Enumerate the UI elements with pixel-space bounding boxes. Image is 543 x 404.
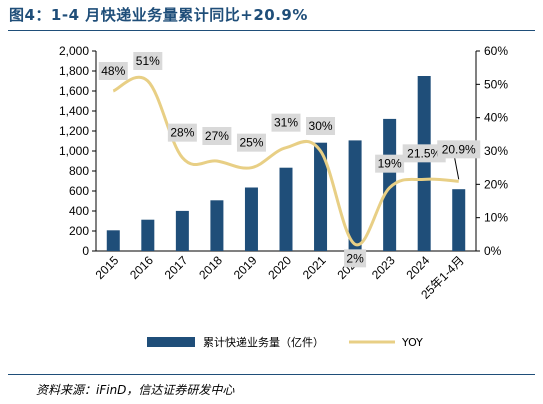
right-axis-tick-label: 50% — [484, 77, 508, 91]
x-axis-tick-label: 2015 — [93, 253, 122, 282]
bar — [175, 210, 189, 251]
left-axis-tick-label: 2,000 — [59, 44, 89, 58]
title-rule — [8, 30, 535, 31]
bar — [314, 142, 328, 251]
yoy-data-label: 21.5% — [407, 146, 441, 160]
left-axis-tick-label: 1,400 — [59, 104, 89, 118]
bar — [348, 140, 362, 251]
left-axis-tick-label: 600 — [69, 184, 89, 198]
yoy-label-box — [133, 52, 163, 70]
source-rule — [8, 374, 535, 375]
legend-line-label: YOY — [401, 336, 423, 349]
source-note: 资料来源：iFinD，信达证券研发中心 — [36, 383, 235, 397]
bar — [417, 76, 431, 251]
yoy-data-label: 19% — [378, 157, 402, 171]
yoy-label-box — [375, 154, 405, 173]
bar — [279, 167, 293, 251]
legend-bar-swatch — [147, 337, 195, 347]
left-axis-tick-label: 800 — [69, 164, 89, 178]
bar — [452, 189, 466, 251]
right-axis-tick-label: 20% — [484, 177, 508, 191]
yoy-data-label: 48% — [101, 64, 125, 78]
left-axis-tick-label: 0 — [82, 244, 89, 258]
x-axis-tick-label: 2024 — [404, 253, 433, 282]
yoy-label-box — [437, 140, 481, 159]
yoy-data-label: 30% — [309, 119, 333, 133]
bar — [383, 118, 397, 252]
left-axis-tick-label: 1,200 — [59, 124, 89, 138]
left-axis-tick-label: 1,600 — [59, 84, 89, 98]
x-axis-tick-label: 2018 — [196, 253, 225, 282]
right-axis-tick-label: 60% — [484, 44, 508, 58]
right-axis-tick-label: 30% — [484, 144, 508, 158]
yoy-label-box — [271, 113, 301, 132]
chart-title: 图4：1-4 月快递业务量累计同比+20.9% — [9, 6, 308, 24]
yoy-data-label: 20.9% — [442, 142, 476, 156]
yoy-data-label: 25% — [239, 136, 263, 150]
x-axis-tick-label: 2017 — [162, 253, 191, 282]
x-axis-tick-label: 2016 — [127, 253, 156, 282]
bar — [141, 219, 155, 251]
yoy-data-label: 2% — [346, 251, 364, 265]
yoy-label-box — [344, 249, 367, 268]
yoy-label-box — [202, 127, 232, 145]
x-axis-tick-label: 2019 — [231, 253, 260, 282]
yoy-data-label: 31% — [274, 116, 298, 130]
left-axis-tick-label: 1,000 — [59, 144, 89, 158]
right-axis-tick-label: 0% — [484, 244, 502, 258]
yoy-data-label: 51% — [136, 54, 160, 68]
x-axis-tick-label: 2020 — [265, 253, 294, 282]
yoy-label-box — [306, 117, 336, 135]
yoy-data-label: 27% — [205, 129, 229, 143]
yoy-label-box — [98, 62, 128, 80]
left-axis-tick-label: 1,800 — [59, 64, 89, 78]
right-axis-tick-label: 10% — [484, 211, 508, 225]
bar — [244, 187, 258, 251]
yoy-label-box — [402, 144, 446, 163]
legend-bar-label: 累计快递业务量（亿件） — [203, 335, 324, 349]
yoy-data-label: 28% — [170, 126, 194, 140]
x-axis-tick-label: 2021 — [300, 253, 329, 282]
yoy-label-box — [236, 133, 266, 152]
right-axis-tick-label: 40% — [484, 111, 508, 125]
yoy-leader-line — [454, 158, 460, 180]
bar — [210, 200, 224, 251]
yoy-label-box — [167, 123, 197, 142]
x-axis-tick-label: 2023 — [369, 253, 398, 282]
left-axis-tick-label: 400 — [69, 204, 89, 218]
bar — [106, 230, 120, 251]
left-axis-tick-label: 200 — [69, 224, 89, 238]
